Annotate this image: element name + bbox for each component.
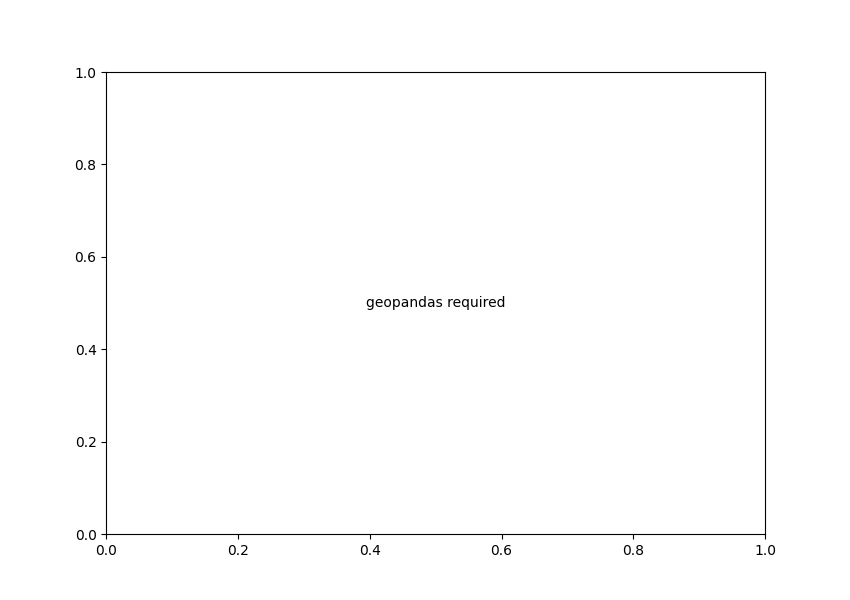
Text: geopandas required: geopandas required <box>366 296 506 310</box>
